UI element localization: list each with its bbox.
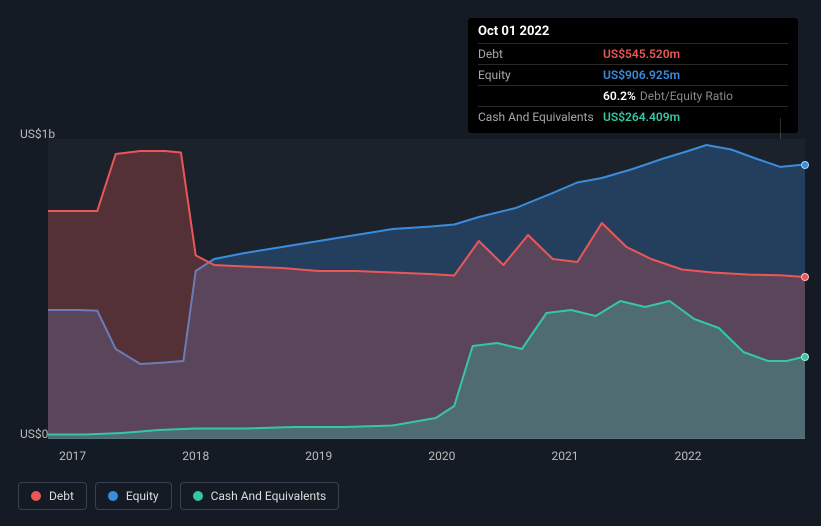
legend-item-debt[interactable]: Debt [18,482,87,510]
tooltip-row-label [478,89,603,103]
tooltip-row-label: Cash And Equivalents [478,110,603,124]
tooltip-row-label: Debt [478,47,603,61]
tooltip-row-value: 60.2%Debt/Equity Ratio [603,89,733,103]
series-end-dot [801,353,809,361]
legend-label: Cash And Equivalents [211,489,327,503]
x-axis-tick: 2019 [305,449,332,463]
series-end-dot [801,273,809,281]
tooltip-row-value: US$545.520m [603,47,680,61]
x-axis-tick: 2017 [59,449,86,463]
y-axis-label-bottom: US$0 [20,427,48,441]
x-axis-tick: 2021 [551,449,578,463]
tooltip-row-sublabel: Debt/Equity Ratio [640,89,733,103]
x-axis-ticks: 2017 2018 2019 2020 2021 2022 [48,449,805,465]
chart-legend: Debt Equity Cash And Equivalents [18,482,339,510]
tooltip-date: Oct 01 2022 [478,24,788,43]
x-axis-tick: 2020 [428,449,455,463]
tooltip-row: EquityUS$906.925m [478,64,788,85]
tooltip-row: Cash And EquivalentsUS$264.409m [478,106,788,127]
legend-dot-icon [108,491,118,501]
tooltip-row-value: US$264.409m [603,110,680,124]
tooltip-row: DebtUS$545.520m [478,43,788,64]
legend-item-cash-and-equivalents[interactable]: Cash And Equivalents [180,482,340,510]
chart-plot-area[interactable] [48,139,805,439]
legend-label: Debt [49,489,74,503]
legend-dot-icon [193,491,203,501]
legend-dot-icon [31,491,41,501]
tooltip-row-value: US$906.925m [603,68,680,82]
chart-tooltip: Oct 01 2022 DebtUS$545.520mEquityUS$906.… [468,18,798,133]
x-axis-tick: 2018 [182,449,209,463]
x-axis-tick: 2022 [675,449,702,463]
legend-label: Equity [126,489,159,503]
tooltip-row-label: Equity [478,68,603,82]
legend-item-equity[interactable]: Equity [95,482,172,510]
series-end-dot [801,161,809,169]
tooltip-row: 60.2%Debt/Equity Ratio [478,85,788,106]
